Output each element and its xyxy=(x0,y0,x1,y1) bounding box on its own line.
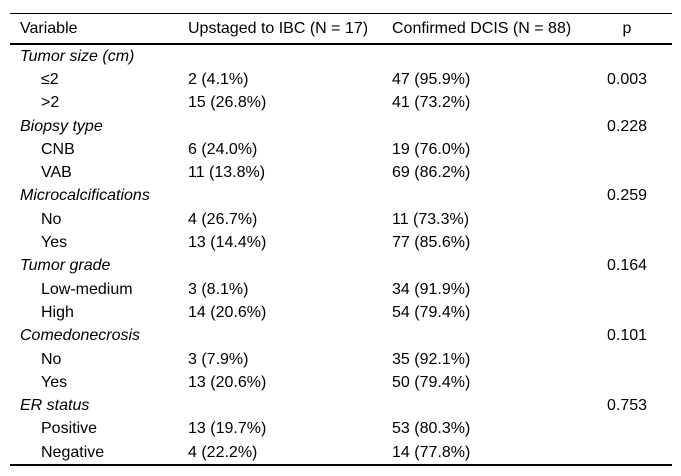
ibc-cell xyxy=(188,185,392,208)
column-header-p-value: p xyxy=(582,13,672,45)
table-header: Variable Upstaged to IBC (N = 17) Confir… xyxy=(10,13,672,45)
dcis-cell xyxy=(392,255,582,278)
ibc-cell: 4 (26.7%) xyxy=(188,210,258,228)
variable-cell: Yes xyxy=(41,373,68,391)
dcis-cell xyxy=(392,325,582,348)
p-value-cell xyxy=(582,348,672,371)
variable-group-row: Tumor grade 0.164 xyxy=(10,255,672,278)
variable-cell: Positive xyxy=(41,420,98,438)
variable-group-row: Tumor size (cm) xyxy=(10,44,672,68)
results-table-container: Variable Upstaged to IBC (N = 17) Confir… xyxy=(10,13,672,467)
table-row: ≤2 2 (4.1%) 47 (95.9%) 0.003 xyxy=(10,68,672,91)
ibc-cell: 13 (19.7%) xyxy=(188,420,267,438)
variable-cell: High xyxy=(41,303,74,321)
variable-cell: Microcalcifications xyxy=(20,187,150,205)
table-row: CNB 6 (24.0%) 19 (76.0%) xyxy=(10,138,672,161)
column-header-upstaged-ibc: Upstaged to IBC (N = 17) xyxy=(188,13,392,45)
header-row: Variable Upstaged to IBC (N = 17) Confir… xyxy=(10,13,672,45)
dcis-cell: 19 (76.0%) xyxy=(392,140,471,158)
table-row: Positive 13 (19.7%) 53 (80.3%) xyxy=(10,418,672,441)
dcis-cell: 50 (79.4%) xyxy=(392,373,471,391)
column-header-variable: Variable xyxy=(10,13,188,45)
variable-cell: ≤2 xyxy=(41,70,59,88)
table-body: Tumor size (cm) ≤2 2 (4.1%) 47 (95.9%) 0.003… xyxy=(10,44,672,465)
table-row: VAB 11 (13.8%) 69 (86.2%) xyxy=(10,161,672,184)
p-value-cell: 0.228 xyxy=(606,117,648,135)
table-row: Yes 13 (14.4%) 77 (85.6%) xyxy=(10,231,672,254)
ibc-cell xyxy=(188,44,392,68)
p-value-cell xyxy=(582,301,672,324)
table-row: >2 15 (26.8%) 41 (73.2%) xyxy=(10,92,672,115)
p-value-cell xyxy=(582,441,672,465)
table-row: Negative 4 (22.2%) 14 (77.8%) xyxy=(10,441,672,465)
variable-cell: Comedonecrosis xyxy=(20,327,141,345)
dcis-cell xyxy=(392,44,582,68)
variable-cell: Biopsy type xyxy=(20,117,103,135)
table-row: High 14 (20.6%) 54 (79.4%) xyxy=(10,301,672,324)
p-value-cell xyxy=(582,138,672,161)
variable-cell: Negative xyxy=(41,443,105,461)
variable-cell: No xyxy=(41,350,62,368)
p-value-cell: 0.101 xyxy=(606,327,648,345)
ibc-cell: 3 (7.9%) xyxy=(188,350,249,368)
dcis-cell xyxy=(392,394,582,417)
variable-cell: Tumor size (cm) xyxy=(20,47,135,65)
dcis-cell xyxy=(392,115,582,138)
p-value-cell: 0.164 xyxy=(606,257,648,275)
variable-group-row: Microcalcifications 0.259 xyxy=(10,185,672,208)
dcis-cell: 14 (77.8%) xyxy=(392,443,471,461)
ibc-cell: 14 (20.6%) xyxy=(188,303,267,321)
p-value-cell: 0.753 xyxy=(606,397,648,415)
p-value-cell xyxy=(582,92,672,115)
variable-cell: Yes xyxy=(41,234,68,252)
variable-cell: ER status xyxy=(20,397,90,415)
p-value-cell xyxy=(582,418,672,441)
variable-cell: >2 xyxy=(41,94,60,112)
ibc-cell: 11 (13.8%) xyxy=(188,164,266,182)
p-value-cell: 0.003 xyxy=(606,70,648,88)
p-value-cell xyxy=(582,208,672,231)
variable-group-row: ER status 0.753 xyxy=(10,394,672,417)
p-value-cell: 0.259 xyxy=(606,187,648,205)
variable-cell: CNB xyxy=(41,140,75,158)
column-header-confirmed-dcis: Confirmed DCIS (N = 88) xyxy=(392,13,582,45)
dcis-cell: 47 (95.9%) xyxy=(392,70,471,88)
ibc-cell: 2 (4.1%) xyxy=(188,70,249,88)
variable-group-row: Comedonecrosis 0.101 xyxy=(10,325,672,348)
ibc-cell xyxy=(188,394,392,417)
ibc-cell xyxy=(188,255,392,278)
variable-group-row: Biopsy type 0.228 xyxy=(10,115,672,138)
dcis-cell: 77 (85.6%) xyxy=(392,234,471,252)
dcis-cell: 34 (91.9%) xyxy=(392,280,471,298)
p-value-cell xyxy=(582,231,672,254)
p-value-cell xyxy=(582,44,672,68)
p-value-cell xyxy=(582,278,672,301)
dcis-cell: 53 (80.3%) xyxy=(392,420,471,438)
table-row: No 4 (26.7%) 11 (73.3%) xyxy=(10,208,672,231)
variable-cell: Low-medium xyxy=(41,280,133,298)
dcis-cell: 41 (73.2%) xyxy=(392,94,471,112)
dcis-cell: 69 (86.2%) xyxy=(392,164,471,182)
variable-cell: Tumor grade xyxy=(20,257,111,275)
ibc-cell: 13 (14.4%) xyxy=(188,234,267,252)
table-row: No 3 (7.9%) 35 (92.1%) xyxy=(10,348,672,371)
ibc-cell xyxy=(188,325,392,348)
p-value-cell xyxy=(582,161,672,184)
dcis-cell: 54 (79.4%) xyxy=(392,303,471,321)
results-table: Variable Upstaged to IBC (N = 17) Confir… xyxy=(10,13,672,467)
dcis-cell: 35 (92.1%) xyxy=(392,350,471,368)
variable-cell: No xyxy=(41,210,62,228)
ibc-cell xyxy=(188,115,392,138)
dcis-cell: 11 (73.3%) xyxy=(392,210,470,228)
ibc-cell: 3 (8.1%) xyxy=(188,280,249,298)
ibc-cell: 13 (20.6%) xyxy=(188,373,267,391)
table-row: Low-medium 3 (8.1%) 34 (91.9%) xyxy=(10,278,672,301)
ibc-cell: 4 (22.2%) xyxy=(188,443,258,461)
table-row: Yes 13 (20.6%) 50 (79.4%) xyxy=(10,371,672,394)
p-value-cell xyxy=(582,371,672,394)
dcis-cell xyxy=(392,185,582,208)
ibc-cell: 15 (26.8%) xyxy=(188,94,267,112)
ibc-cell: 6 (24.0%) xyxy=(188,140,258,158)
variable-cell: VAB xyxy=(41,164,72,182)
